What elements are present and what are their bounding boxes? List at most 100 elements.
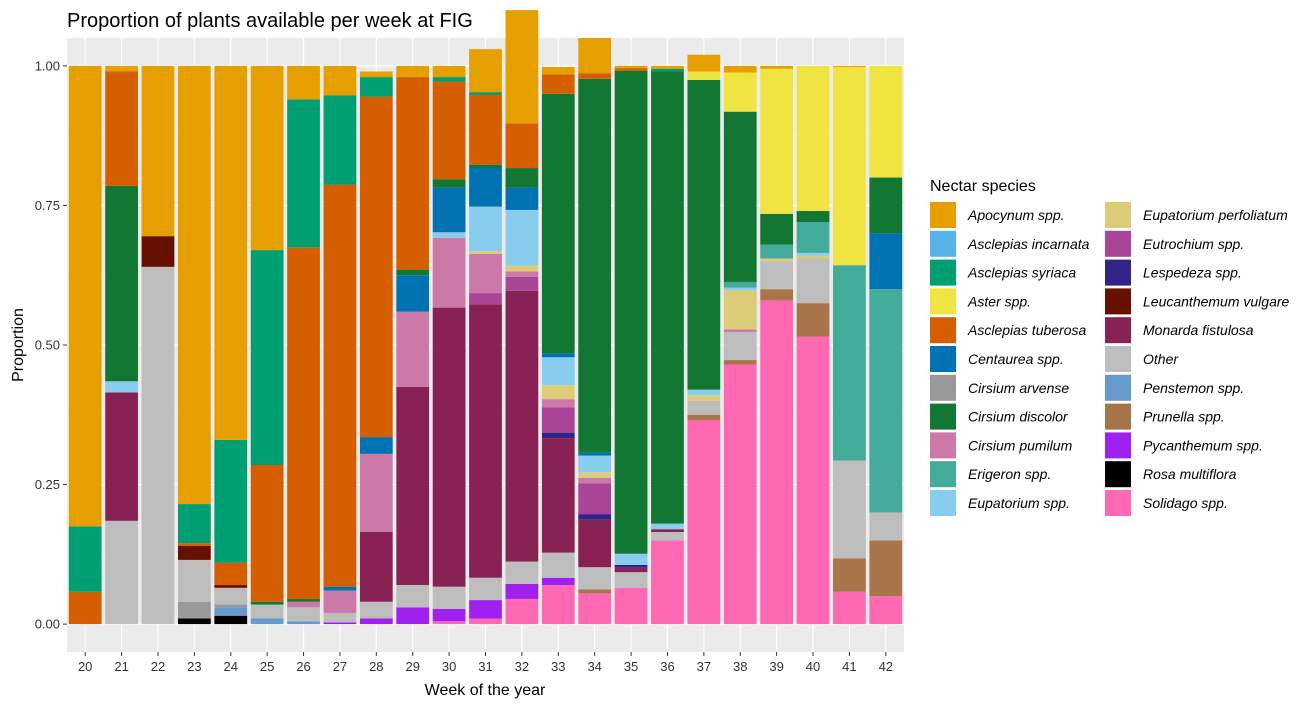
legend-label: Rosa multiflora bbox=[1143, 466, 1237, 482]
bars bbox=[68, 10, 903, 625]
bar-segment bbox=[469, 577, 502, 601]
y-axis: 0.00 0.25 0.50 0.75 1.00 bbox=[35, 58, 67, 632]
bar-segment bbox=[541, 432, 575, 439]
legend-label: Eupatorium spp. bbox=[968, 495, 1070, 511]
bar-segment bbox=[723, 65, 757, 73]
bar-segment bbox=[687, 389, 721, 396]
legend-swatch bbox=[930, 346, 956, 372]
y-axis-title: Proportion bbox=[10, 308, 27, 382]
bar-segment bbox=[796, 336, 830, 625]
bar-segment bbox=[396, 269, 430, 276]
bar-segment bbox=[214, 65, 248, 440]
bar-segment bbox=[651, 529, 684, 532]
bar-segment bbox=[723, 364, 757, 625]
legend-swatch bbox=[930, 202, 956, 228]
bar-segment bbox=[760, 244, 794, 259]
legend-label: Erigeron spp. bbox=[968, 466, 1051, 482]
bar-segment bbox=[287, 99, 320, 248]
bar-segment bbox=[760, 65, 794, 69]
bar-segment bbox=[214, 607, 248, 616]
chart-title: Proportion of plants available per week … bbox=[67, 10, 473, 32]
legend-swatch bbox=[1105, 230, 1131, 257]
x-tick-label: 27 bbox=[333, 659, 347, 674]
legend-item: Monarda fistulosa bbox=[1105, 317, 1254, 344]
legend-label: Eutrochium spp. bbox=[1143, 236, 1244, 252]
legend-swatch bbox=[1105, 432, 1131, 459]
bar-segment bbox=[578, 472, 612, 478]
bar-stack-week-37 bbox=[687, 54, 721, 625]
bar-segment bbox=[432, 237, 466, 308]
bar-segment bbox=[796, 65, 830, 212]
bar-segment bbox=[250, 618, 284, 625]
bar-segment bbox=[541, 93, 575, 354]
bar-segment bbox=[541, 552, 575, 578]
bar-segment bbox=[869, 512, 903, 541]
bar-segment bbox=[469, 254, 502, 294]
bar-stack-week-41 bbox=[833, 65, 866, 625]
bar-segment bbox=[432, 187, 466, 233]
bar-segment bbox=[651, 71, 684, 524]
bar-segment bbox=[287, 65, 320, 100]
bar-segment bbox=[578, 477, 612, 484]
x-tick-label: 40 bbox=[806, 659, 820, 674]
bar-segment bbox=[541, 357, 575, 386]
legend-swatch bbox=[930, 403, 956, 430]
bar-segment bbox=[541, 385, 575, 400]
bar-stack-week-39 bbox=[760, 65, 794, 625]
bar-segment bbox=[505, 168, 539, 188]
bar-segment bbox=[432, 179, 466, 188]
bar-stack-week-22 bbox=[141, 65, 175, 625]
bar-segment bbox=[614, 68, 648, 71]
bar-segment bbox=[833, 558, 866, 592]
x-tick-label: 41 bbox=[842, 659, 856, 674]
bar-segment bbox=[469, 164, 502, 168]
bar-segment bbox=[505, 123, 539, 169]
bar-segment bbox=[541, 353, 575, 358]
legend-label: Prunella spp. bbox=[1143, 409, 1225, 425]
bar-segment bbox=[396, 77, 430, 270]
bar-segment bbox=[760, 213, 794, 245]
legend-label: Apocynum spp. bbox=[967, 207, 1065, 223]
x-tick-label: 35 bbox=[624, 659, 638, 674]
bar-segment bbox=[214, 439, 248, 563]
bar-segment bbox=[177, 545, 211, 560]
bar-stack-week-36 bbox=[651, 65, 684, 625]
legend-item: Cirsium pumilum bbox=[930, 432, 1073, 459]
bar-segment bbox=[323, 590, 357, 613]
legend-label: Centaurea spp. bbox=[968, 351, 1064, 367]
y-tick-label: 0.75 bbox=[35, 198, 60, 213]
legend-label: Cirsium pumilum bbox=[968, 437, 1073, 453]
bar-segment bbox=[359, 453, 393, 532]
bar-segment bbox=[469, 206, 502, 252]
bar-segment bbox=[323, 95, 357, 185]
bar-segment bbox=[796, 222, 830, 253]
bar-segment bbox=[796, 258, 830, 304]
bar-segment bbox=[578, 38, 612, 74]
bar-segment bbox=[505, 598, 539, 625]
bar-segment bbox=[505, 276, 539, 291]
bar-segment bbox=[287, 621, 320, 625]
bar-segment bbox=[760, 68, 794, 214]
bar-segment bbox=[323, 586, 357, 591]
x-tick-label: 24 bbox=[224, 659, 238, 674]
legend-item: Aster spp. bbox=[930, 288, 1031, 315]
legend-label: Other bbox=[1143, 351, 1179, 367]
bar-stack-week-32 bbox=[505, 10, 539, 625]
bar-segment bbox=[359, 437, 393, 454]
x-tick-label: 42 bbox=[879, 659, 893, 674]
legend-item: Asclepias tuberosa bbox=[930, 317, 1087, 344]
bar-segment bbox=[105, 65, 138, 72]
bar-segment bbox=[833, 265, 866, 461]
y-tick-label: 0.50 bbox=[35, 338, 60, 353]
legend-swatch bbox=[930, 288, 956, 315]
legend-swatch bbox=[1105, 461, 1131, 488]
bar-stack-week-31 bbox=[469, 49, 502, 625]
bar-segment bbox=[614, 70, 648, 554]
legend-swatch bbox=[930, 432, 956, 459]
bar-segment bbox=[359, 77, 393, 97]
x-tick-label: 23 bbox=[187, 659, 201, 674]
bar-segment bbox=[723, 332, 757, 361]
legend-item: Penstemon spp. bbox=[1105, 374, 1244, 401]
x-tick-label: 38 bbox=[733, 659, 747, 674]
bar-segment bbox=[177, 504, 211, 544]
